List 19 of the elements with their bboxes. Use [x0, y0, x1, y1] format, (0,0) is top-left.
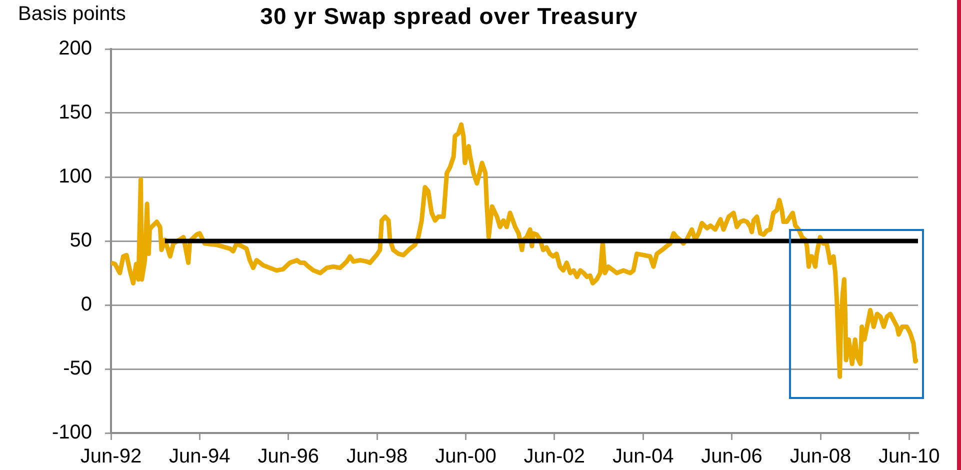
x-tick-label: Jun-10 — [878, 446, 940, 468]
x-tick-label: Jun-08 — [790, 446, 852, 468]
chart-title: 30 yr Swap spread over Treasury — [260, 3, 638, 30]
x-tick-label: Jun-02 — [524, 446, 585, 468]
x-tick-label: Jun-92 — [80, 446, 142, 468]
y-tick-label: 0 — [80, 294, 92, 316]
y-axis-title: Basis points — [18, 3, 126, 26]
x-tick-label: Jun-94 — [169, 446, 230, 468]
y-tick-label: 150 — [58, 102, 92, 124]
y-tick-label: 100 — [58, 166, 92, 188]
y-tick-label: -100 — [52, 422, 92, 444]
x-tick-label: Jun-98 — [346, 446, 408, 468]
x-tick-label: Jun-00 — [435, 446, 496, 468]
x-tick-label: Jun-04 — [612, 446, 674, 468]
y-tick-label: 50 — [70, 230, 92, 252]
y-tick-label: 200 — [58, 38, 92, 60]
x-tick-label: Jun-06 — [701, 446, 762, 468]
x-tick-label: Jun-96 — [258, 446, 319, 468]
y-tick-label: -50 — [63, 358, 92, 380]
